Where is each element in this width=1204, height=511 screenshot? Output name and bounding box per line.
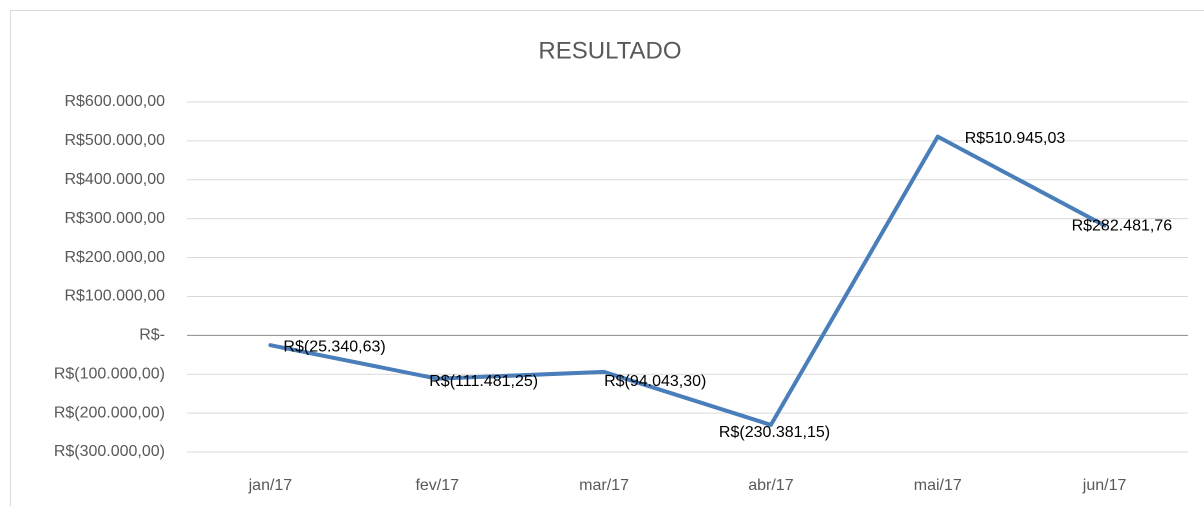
data-label: R$(25.340,63) xyxy=(283,338,385,355)
y-tick-label: R$200.000,00 xyxy=(64,249,165,266)
y-tick-label: R$(300.000,00) xyxy=(54,443,165,460)
x-tick-label: jun/17 xyxy=(1082,477,1127,494)
data-label: R$282.481,76 xyxy=(1072,218,1173,235)
y-tick-label: R$400.000,00 xyxy=(64,171,165,188)
x-tick-label: mai/17 xyxy=(914,477,962,494)
x-tick-label: jan/17 xyxy=(248,477,293,494)
y-tick-label: R$(100.000,00) xyxy=(54,365,165,382)
y-tick-label: R$300.000,00 xyxy=(64,210,165,227)
y-tick-label: R$- xyxy=(139,327,165,344)
x-tick-label: fev/17 xyxy=(415,477,459,494)
data-label: R$(111.481,25) xyxy=(429,373,538,390)
x-tick-label: mar/17 xyxy=(579,477,629,494)
y-tick-label: R$(200.000,00) xyxy=(54,404,165,421)
y-tick-label: R$500.000,00 xyxy=(64,132,165,149)
y-tick-label: R$600.000,00 xyxy=(64,93,165,110)
data-label: R$510.945,03 xyxy=(965,130,1066,147)
chart-frame xyxy=(11,11,1204,507)
y-tick-label: R$100.000,00 xyxy=(64,288,165,305)
x-tick-label: abr/17 xyxy=(748,477,793,494)
chart-title: RESULTADO xyxy=(538,37,681,64)
data-label: R$(94.043,30) xyxy=(604,373,706,390)
data-label: R$(230.381,15) xyxy=(719,424,830,441)
